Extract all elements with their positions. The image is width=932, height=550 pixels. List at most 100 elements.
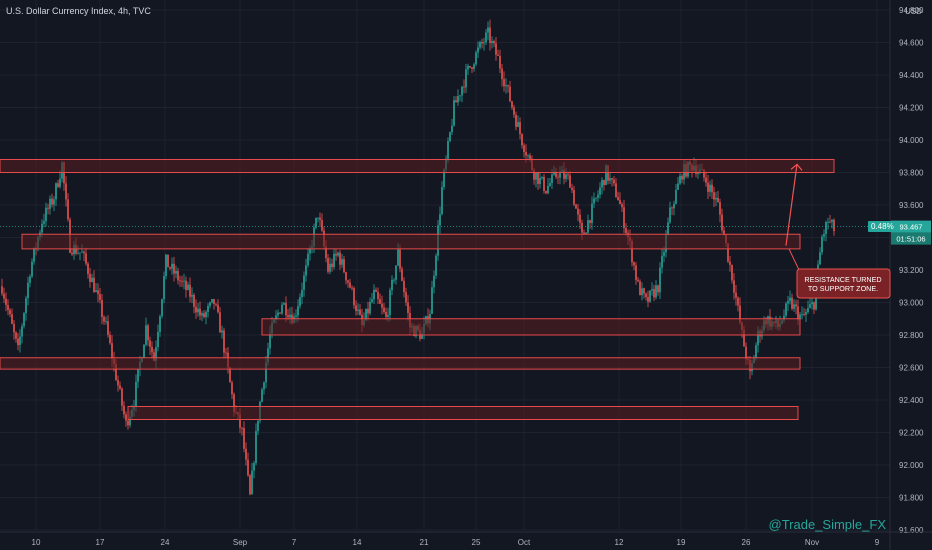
x-tick-label: Sep [233,538,248,547]
candle-body [801,314,803,316]
candle-body [181,280,183,282]
candle-body [743,329,745,347]
candle-body [301,289,303,298]
last-price-text: 93.467 [900,223,923,232]
candle-body [703,169,705,178]
candle-body [439,214,441,226]
candle-body [471,67,473,69]
y-tick-label: 94.600 [899,39,924,48]
candle-body [295,315,297,317]
candle-body [625,228,627,233]
candle-body [245,448,247,460]
candle-body [287,315,289,318]
candle-body [85,253,87,264]
candle-body [793,304,795,309]
candle-body [285,303,287,316]
candle-body [265,362,267,383]
candle-body [371,299,373,302]
candle-body [303,275,305,290]
candle-body [755,345,757,358]
candle-body [143,344,145,359]
candle-body [485,32,487,43]
candle-body [91,277,93,282]
candle-body [745,346,747,360]
candle-body [391,279,393,291]
candle-body [545,190,547,194]
price-zone [0,159,835,173]
candle-body [283,303,285,305]
candle-body [339,252,341,265]
candle-body [209,302,211,306]
candle-body [3,293,5,299]
candle-body [319,217,321,220]
y-tick-label: 93.000 [899,299,924,308]
candle-body [215,304,217,305]
x-tick-label: Oct [518,538,531,547]
candle-body [827,221,829,223]
candle-body [173,263,175,274]
candle-body [109,334,111,344]
y-tick-label: 93.800 [899,169,924,178]
candle-body [653,289,655,298]
candle-body [217,304,219,313]
annotation-text: RESISTANCE TURNED [804,275,881,284]
y-tick-label: 92.800 [899,331,924,340]
candle-body [497,54,499,56]
y-tick-label: 92.600 [899,364,924,373]
candle-body [711,184,713,193]
candle-body [593,198,595,204]
candle-body [249,475,251,495]
candle-body [315,217,317,228]
x-tick-label: Nov [805,538,819,547]
y-tick-label: 93.600 [899,201,924,210]
candle-body [731,264,733,281]
candle-body [527,155,529,157]
candle-body [643,288,645,294]
candle-body [451,125,453,133]
candle-body [137,368,139,382]
candle-body [149,340,151,347]
candle-body [375,289,377,292]
candle-body [589,220,591,224]
candle-body [21,326,23,337]
candle-body [465,69,467,88]
candle-body [45,207,47,222]
candle-body [407,302,409,313]
candle-body [195,306,197,313]
candle-body [563,170,565,179]
candle-body [605,165,607,186]
y-tick-label: 92.400 [899,396,924,405]
candle-body [675,189,677,204]
y-tick-label: 92.200 [899,429,924,438]
candle-body [657,285,659,293]
candle-body [49,198,51,209]
candle-body [343,259,345,273]
y-tick-label: 93.200 [899,266,924,275]
candle-body [253,463,255,471]
candle-body [659,267,661,293]
chart-title: U.S. Dollar Currency Index, 4h, TVC [6,6,151,16]
candle-body [533,169,535,180]
candle-body [473,64,475,69]
candle-body [47,207,49,209]
candle-body [737,297,739,306]
candle-body [381,303,383,308]
candle-body [559,171,561,178]
candle-body [459,95,461,97]
candle-body [405,292,407,303]
candle-body [79,252,81,254]
candle-body [55,183,57,200]
candle-body [649,290,651,302]
candle-body [819,252,821,265]
candle-body [529,155,531,159]
candle-body [809,304,811,308]
candle-body [373,289,375,300]
candle-body [377,291,379,300]
candle-body [383,307,385,313]
candle-body [225,352,227,354]
candle-body [623,207,625,229]
price-zone [21,233,801,250]
candle-body [537,172,539,184]
